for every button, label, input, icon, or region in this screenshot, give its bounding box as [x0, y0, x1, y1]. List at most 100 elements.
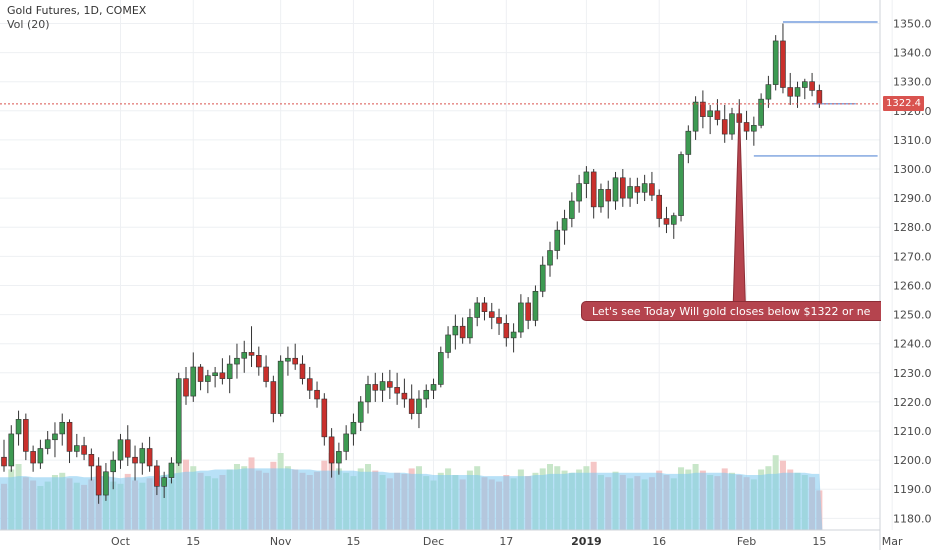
candle-body [794, 87, 801, 97]
candle-body [15, 419, 22, 435]
symbol-title[interactable]: Gold Futures, 1D, COMEX [7, 4, 147, 17]
candle-body [372, 384, 379, 391]
candle-body [1, 456, 7, 467]
candle-body [430, 384, 437, 391]
candle-body [525, 302, 531, 321]
candle-body [670, 215, 677, 225]
candle-body [226, 363, 233, 379]
y-tick-label: 1250.0 [893, 309, 932, 322]
grid-lines [0, 0, 893, 530]
candle-body [44, 439, 51, 449]
candle-body [576, 183, 582, 202]
candle-body [721, 119, 728, 135]
candle-body [292, 357, 299, 365]
x-axis: Oct 15 Nov 15 Dec 17 2019 16 Feb 15 Mar [0, 529, 903, 548]
y-tick-label: 1210.0 [893, 425, 932, 438]
candle-body [598, 189, 604, 208]
candle-body [365, 384, 371, 403]
candle-body [387, 381, 393, 388]
candle-body [168, 462, 175, 478]
y-tick-label: 1220.0 [893, 396, 932, 409]
candle-body [445, 334, 451, 353]
candle-body [780, 40, 786, 88]
candle-body [707, 110, 713, 117]
candle-body [241, 352, 248, 359]
candle-body [328, 436, 335, 464]
candle-body [467, 317, 473, 339]
candle-body [30, 451, 36, 464]
candle-body [496, 317, 502, 324]
candle-body [343, 433, 349, 452]
candle-body [197, 366, 204, 382]
candle-body [751, 125, 757, 132]
candle-body [554, 229, 561, 251]
candle-body [212, 372, 218, 377]
candle-body [219, 372, 226, 379]
volume-indicator-label[interactable]: Vol (20) [7, 18, 50, 31]
candle-body [663, 218, 670, 225]
candle-body [503, 323, 510, 339]
candle-body [459, 325, 466, 339]
candle-body [656, 194, 663, 219]
candle-body [649, 183, 655, 196]
candle-body [59, 421, 66, 435]
candle-body [809, 81, 815, 91]
candle-body [154, 465, 160, 487]
candle-body [452, 325, 459, 336]
candle-body [685, 130, 692, 155]
candle-body [423, 389, 430, 400]
candle-body [561, 218, 568, 231]
candle-body [357, 401, 364, 423]
candle-body [277, 360, 284, 414]
horizontal-lines [753, 21, 878, 157]
candles [1, 23, 823, 504]
candle-body [583, 171, 590, 184]
candle-body [66, 421, 73, 452]
candle-body [270, 381, 277, 414]
candle-body [765, 84, 772, 100]
candle-body [88, 454, 95, 467]
candle-body [103, 471, 109, 496]
candle-body [336, 451, 342, 464]
candle-body [263, 366, 269, 382]
annotation-callout[interactable]: Let's see Today Will gold closes below $… [581, 301, 881, 321]
candle-body [532, 290, 539, 321]
candle-body [248, 352, 255, 356]
candle-body [8, 433, 15, 467]
candle-body [641, 183, 648, 193]
candle-body [132, 456, 138, 464]
y-tick-label: 1200.0 [893, 454, 932, 467]
candle-body [74, 445, 80, 452]
candle-body [124, 439, 131, 458]
candle-body [139, 448, 146, 464]
candle-body [816, 90, 823, 105]
candle-body [314, 389, 320, 400]
candle-body [95, 465, 102, 496]
y-tick-label: 1340.0 [893, 47, 932, 60]
candle-body [394, 387, 400, 394]
candle-body [379, 381, 386, 391]
candle-body [678, 154, 684, 216]
candle-body [518, 302, 524, 333]
candle-body [350, 421, 357, 435]
y-tick-label: 1310.0 [893, 134, 932, 147]
x-tick-label: Mar [882, 535, 903, 548]
candle-body [117, 439, 124, 461]
candle-body [37, 448, 44, 464]
candle-body [510, 331, 517, 339]
y-tick-label: 1180.0 [893, 512, 932, 525]
candle-body [437, 352, 444, 385]
candle-body [743, 122, 750, 132]
candle-body [110, 459, 116, 473]
y-tick-label: 1240.0 [893, 338, 932, 351]
candle-body [81, 445, 87, 455]
y-tick-label: 1230.0 [893, 367, 932, 380]
y-tick-label: 1260.0 [893, 279, 932, 292]
x-tick-label: Feb [737, 535, 756, 548]
candle-body [787, 87, 794, 97]
y-tick-label: 1350.0 [893, 17, 932, 30]
candle-body [539, 264, 546, 292]
candle-body [547, 250, 553, 266]
